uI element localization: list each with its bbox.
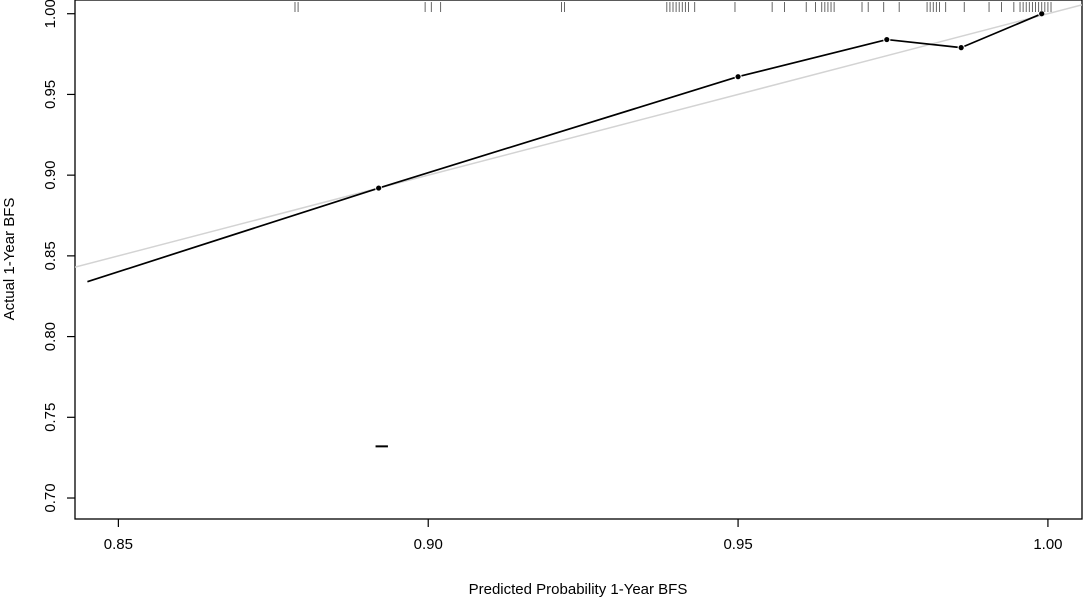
- y-tick-label: 1.00: [42, 0, 59, 28]
- calibration-curve-segment: [87, 188, 376, 283]
- calibration-point: [884, 36, 890, 43]
- calibration-point: [735, 74, 741, 80]
- calibration-point: [376, 185, 382, 191]
- x-tick-label: 0.95: [723, 536, 752, 553]
- y-axis-title: Actual 1-Year BFS: [1, 198, 18, 321]
- plot-area: [75, 2, 1082, 448]
- x-axis-title: Predicted Probability 1-Year BFS: [469, 581, 688, 598]
- y-tick-label: 0.95: [42, 80, 59, 109]
- y-tick-label: 0.80: [42, 322, 59, 351]
- calibration-curve-segment: [890, 39, 958, 49]
- calibration-point: [1039, 11, 1045, 17]
- calibration-point: [958, 45, 964, 51]
- y-tick-label: 0.75: [42, 403, 59, 432]
- x-tick-label: 0.85: [104, 536, 133, 553]
- y-tick-label: 0.90: [42, 161, 59, 190]
- axes: 0.85 0.90 0.95 1.00 0.70 0.75 0.80 0.85 0.90 0.95…: [42, 0, 1063, 553]
- y-tick-label: 0.85: [42, 241, 59, 270]
- calibration-curve-segment: [741, 39, 884, 77]
- x-tick-label: 1.00: [1033, 536, 1062, 553]
- reference-line: [75, 4, 1082, 268]
- y-tick-label: 0.70: [42, 483, 59, 512]
- calibration-curve-segment: [381, 76, 735, 188]
- calibration-curve-segment: [964, 14, 1039, 48]
- plot-frame: [74, 0, 1083, 520]
- x-tick-label: 0.90: [414, 536, 443, 553]
